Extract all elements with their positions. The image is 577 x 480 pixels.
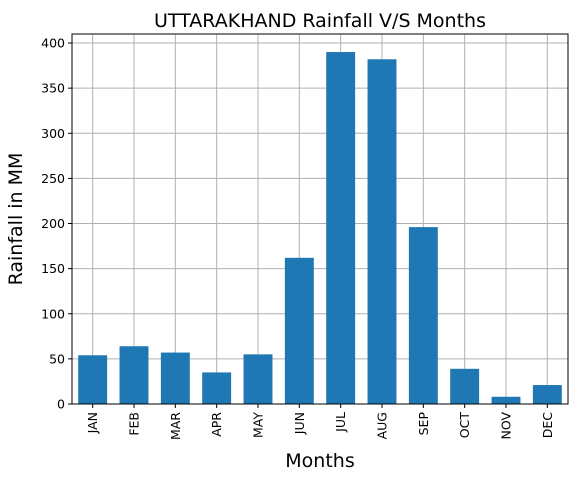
y-tick-label: 400 — [41, 36, 65, 51]
y-axis-label: Rainfall in MM — [5, 153, 27, 286]
bar-nov — [491, 396, 521, 404]
x-tick-label: JUN — [292, 412, 307, 435]
x-tick-label: MAY — [251, 412, 266, 438]
x-tick-label: SEP — [416, 412, 431, 436]
y-tick-label: 300 — [41, 126, 65, 141]
x-tick-label: DEC — [540, 412, 555, 439]
y-tick-label: 200 — [41, 216, 65, 231]
x-tick-label: JUL — [333, 412, 348, 433]
x-tick-label: FEB — [127, 412, 142, 436]
bar-apr — [202, 372, 232, 404]
chart-title: UTTARAKHAND Rainfall V/S Months — [154, 10, 486, 32]
x-tick-label: NOV — [499, 412, 514, 440]
bar-dec — [532, 385, 562, 404]
bar-jan — [78, 355, 108, 404]
plot-frame — [71, 33, 569, 405]
x-tick-label: JAN — [85, 412, 100, 434]
grid — [72, 34, 568, 405]
y-tick-label: 100 — [41, 306, 65, 321]
bar-aug — [367, 59, 397, 405]
bar-may — [243, 354, 273, 404]
x-tick-label: APR — [209, 412, 224, 437]
x-tick-label: AUG — [375, 412, 390, 439]
x-axis-label: Months — [285, 450, 354, 472]
y-tick-label: 350 — [41, 81, 65, 96]
bar-oct — [450, 368, 480, 404]
bars — [78, 52, 562, 405]
x-tick-label: OCT — [457, 412, 472, 439]
x-axis-ticks: JAN FEB MAR APR MAY JUN JUL AUG SEP OCT NOV DEC — [85, 404, 555, 440]
bar-sep — [408, 227, 438, 404]
y-axis-ticks: 0 50 100 150 200 250 300 350 400 — [41, 36, 72, 412]
bar-feb — [119, 346, 149, 404]
bar-jun — [284, 257, 314, 404]
y-tick-label: 50 — [49, 351, 65, 366]
y-tick-label: 0 — [57, 397, 65, 412]
bar-jul — [326, 52, 356, 405]
bar-mar — [160, 352, 190, 404]
y-tick-label: 250 — [41, 171, 65, 186]
y-tick-label: 150 — [41, 261, 65, 276]
x-tick-label: MAR — [168, 412, 183, 440]
